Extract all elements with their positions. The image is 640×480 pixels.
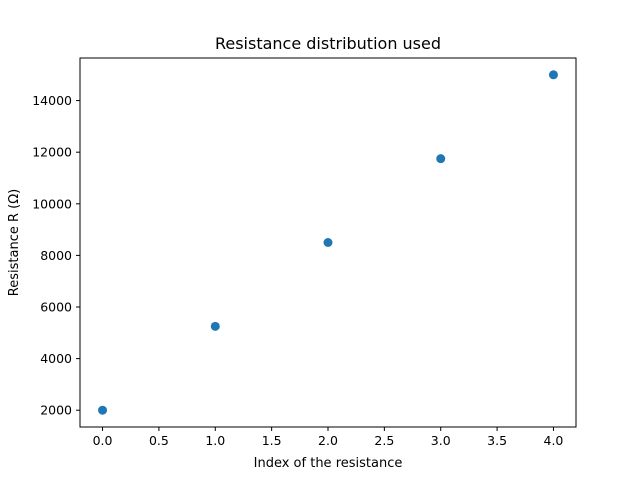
y-tick-label: 10000 [32,196,72,211]
x-tick-label: 0.5 [149,433,169,448]
x-tick-label: 2.5 [374,433,394,448]
y-tick-label: 14000 [32,93,72,108]
data-point [98,405,108,415]
data-point [210,321,220,331]
data-point [436,154,446,164]
x-tick-label: 1.0 [205,433,225,448]
chart-title: Resistance distribution used [215,34,441,53]
y-axis-label: Resistance R (Ω) [7,189,22,296]
y-axis-ticks: 2000 4000 6000 8000 10000 12000 14000 [32,93,80,418]
y-tick-label: 4000 [40,351,72,366]
x-tick-label: 3.0 [431,433,451,448]
x-tick-label: 0.0 [93,433,113,448]
x-tick-label: 3.5 [487,433,507,448]
y-tick-label: 2000 [40,403,72,418]
x-tick-label: 4.0 [544,433,564,448]
x-axis-ticks: 0.0 0.5 1.0 1.5 2.0 2.5 3.0 3.5 4.0 [93,427,564,448]
y-tick-label: 6000 [40,300,72,315]
x-axis-label: Index of the resistance [254,456,403,471]
data-point [548,70,558,80]
x-tick-label: 2.0 [318,433,338,448]
y-tick-label: 12000 [32,145,72,160]
x-tick-label: 1.5 [262,433,282,448]
data-points [98,70,558,415]
data-point [323,238,333,247]
y-tick-label: 8000 [40,248,72,263]
